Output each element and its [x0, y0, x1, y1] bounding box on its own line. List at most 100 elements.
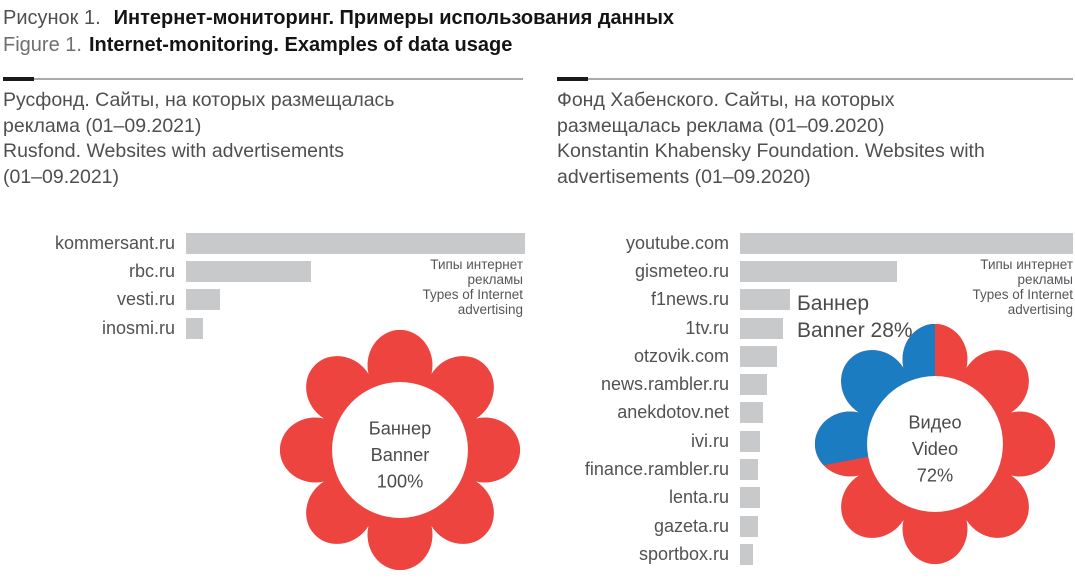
- bar-track: [186, 260, 525, 282]
- bar-category-label: ivi.ru: [690, 430, 729, 451]
- bar-track: [186, 317, 525, 339]
- bar-row: otzovik.com: [557, 342, 1073, 370]
- bar-category-label: kommersant.ru: [54, 232, 175, 253]
- bar-track: [740, 487, 1073, 509]
- ad-type-label-line: Types of Internet: [422, 287, 523, 302]
- panel-header-line: Русфонд. Сайты, на которых размещалась: [3, 89, 395, 111]
- bar: [740, 402, 764, 424]
- panel-header-line: Konstantin Khabensky Foundation. Website…: [557, 140, 985, 162]
- bar-row: gismeteo.ru: [557, 257, 1073, 285]
- bar: [186, 232, 525, 254]
- bar-track: [740, 345, 1073, 367]
- figure-title-ru: Рисунок 1. Интернет-мониторинг. Примеры и…: [3, 5, 674, 32]
- bar-row: f1news.ru: [557, 286, 1073, 314]
- flower-center-circle: [332, 382, 468, 518]
- bar: [740, 260, 897, 282]
- panel-header-line: advertisements (01–09.2020): [557, 165, 811, 188]
- bar-category-label: rbc.ru: [128, 260, 175, 281]
- bar-category-label: sportbox.ru: [638, 543, 729, 564]
- bar: [740, 345, 777, 367]
- bar: [740, 487, 760, 509]
- panel-header-left: Русфонд. Сайты, на которых размещалась р…: [3, 88, 394, 190]
- bar: [740, 430, 760, 452]
- bar-track: [740, 317, 1073, 339]
- panel-header-line: (01–09.2021): [3, 165, 120, 188]
- bar-row: ivi.ru: [557, 427, 1073, 455]
- bar-category-label: gismeteo.ru: [634, 260, 729, 281]
- ad-type-label-line: Типы интернет: [980, 257, 1073, 272]
- banner-callout-line: Баннер: [797, 292, 870, 315]
- panel-header-right: Фонд Хабенского. Сайты, на которых разме…: [557, 88, 985, 190]
- rule-line: [557, 78, 1073, 80]
- ad-type-label-line: Типы интернет: [430, 257, 523, 272]
- bar-row: youtube.com: [557, 229, 1073, 257]
- ad-type-label-line: Types of Internet: [972, 287, 1073, 302]
- ad-type-label-line: рекламы: [1017, 272, 1073, 287]
- bar: [740, 459, 759, 481]
- bar: [740, 515, 759, 537]
- bar-track: [740, 232, 1073, 254]
- flower-center-label: Видео Video 72%: [908, 412, 961, 485]
- bar-category-label: gazeta.ru: [653, 515, 729, 536]
- bar-chart-right: youtube.com gismeteo.ru f1news.ru 1tv.ru otz…: [557, 229, 1073, 569]
- bar-track: [186, 232, 525, 254]
- bar-row: sportbox.ru: [557, 540, 1073, 568]
- figure-title: Рисунок 1. Интернет-мониторинг. Примеры и…: [3, 5, 674, 59]
- bar-category-label: youtube.com: [625, 232, 729, 253]
- panel-rule-right: [557, 77, 1073, 81]
- ad-type-label-line: advertising: [457, 302, 523, 317]
- banner-callout-line: Banner 28%: [797, 318, 913, 342]
- flower-pie-right: Видео Video 72%: [807, 316, 1063, 572]
- bar-row: anekdotov.net: [557, 399, 1073, 427]
- bar-category-label: lenta.ru: [668, 487, 729, 508]
- bar-row: finance.rambler.ru: [557, 455, 1073, 483]
- panel-header-line: размещалась реклама (01–09.2020): [557, 114, 885, 137]
- bar-row: vesti.ru: [3, 286, 525, 314]
- bar-category-label: 1tv.ru: [685, 317, 729, 338]
- bar-category-label: f1news.ru: [650, 289, 729, 310]
- bar: [740, 543, 754, 565]
- flower-pie-chart: Видео Video 72%: [814, 323, 1056, 565]
- bar-category-label: finance.rambler.ru: [584, 459, 729, 480]
- bar-row: news.rambler.ru: [557, 370, 1073, 398]
- bar-row: gazeta.ru: [557, 512, 1073, 540]
- bar-category-label: news.rambler.ru: [600, 374, 729, 395]
- bar-track: [740, 515, 1073, 537]
- bar-category-label: anekdotov.net: [617, 402, 729, 423]
- panel-header-line: реклама (01–09.2021): [3, 114, 202, 137]
- figure-number-en: Figure 1.: [3, 34, 82, 56]
- bar-track: [740, 374, 1073, 396]
- bar-track: [740, 289, 1073, 311]
- ad-type-label-left: Типы интернет рекламы Types of Internet …: [323, 257, 523, 317]
- bar-category-label: vesti.ru: [116, 289, 175, 310]
- bar-category-label: otzovik.com: [633, 345, 729, 366]
- bar: [186, 260, 312, 282]
- ad-type-label-line: advertising: [1007, 302, 1073, 317]
- panel-header-line: Фонд Хабенского. Сайты, на которых: [557, 89, 895, 111]
- figure-number-ru: Рисунок 1.: [3, 7, 101, 29]
- bar-row: inosmi.ru: [3, 314, 525, 342]
- bar: [740, 232, 1073, 254]
- bar: [186, 317, 203, 339]
- rule-start-dash: [3, 77, 34, 81]
- bar-track: [740, 430, 1073, 452]
- bar: [740, 374, 767, 396]
- bar: [740, 317, 784, 339]
- bar: [186, 289, 220, 311]
- rule-line: [3, 78, 523, 80]
- figure-title-en: Figure 1. Internet-monitoring. Examples o…: [3, 32, 674, 59]
- bar-track: [740, 459, 1073, 481]
- flower-pie-chart: Баннер Banner 100%: [279, 329, 521, 571]
- bar-track: [740, 260, 1073, 282]
- bar-category-label: inosmi.ru: [101, 317, 175, 338]
- bar-track: [740, 543, 1073, 565]
- panel-rule-left: [3, 77, 523, 81]
- bar-row: lenta.ru: [557, 484, 1073, 512]
- bar-chart-left: kommersant.ru rbc.ru vesti.ru inosmi.ru: [3, 229, 525, 342]
- panel-header-line: Rusfond. Websites with advertisements: [3, 140, 345, 162]
- bar-track: [186, 289, 525, 311]
- flower-pie-left: Баннер Banner 100%: [272, 322, 528, 578]
- ad-type-label-right: Типы интернет рекламы Types of Internet …: [873, 257, 1073, 317]
- ad-type-label-line: рекламы: [467, 272, 523, 287]
- bar-row: rbc.ru: [3, 257, 525, 285]
